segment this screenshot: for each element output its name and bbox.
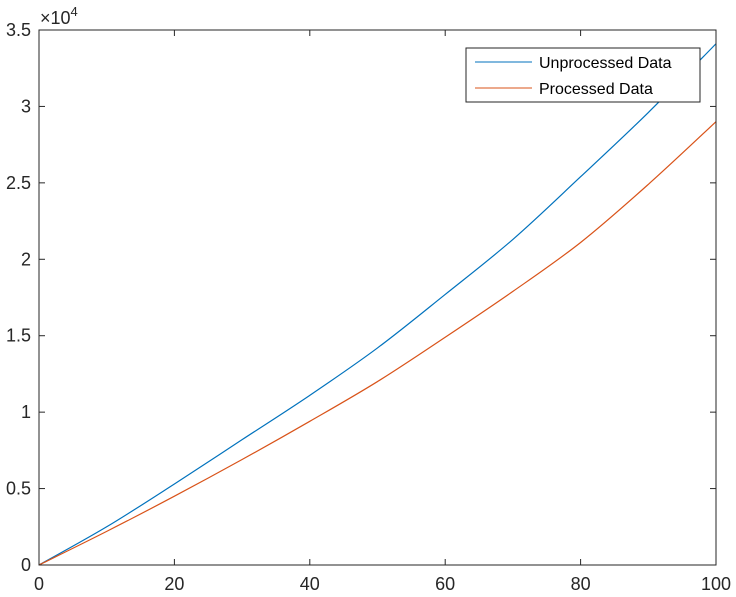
legend: Unprocessed Data Processed Data xyxy=(465,47,701,103)
tick-layer: 0 20 40 60 80 100 0 0.5 1 1.5 2 2.5 3 3.5 xyxy=(6,20,731,594)
x-tick-label: 0 xyxy=(34,574,44,594)
y-tick-label: 1 xyxy=(21,402,31,422)
axes-box xyxy=(38,29,717,566)
y-exponent-power: 4 xyxy=(71,4,78,19)
x-tick-label: 60 xyxy=(435,574,455,594)
y-exponent-base: ×10 xyxy=(40,8,71,28)
x-tick-label: 40 xyxy=(300,574,320,594)
series-line-1 xyxy=(38,121,717,566)
y-tick-label: 0.5 xyxy=(6,479,31,499)
x-tick-label: 80 xyxy=(571,574,591,594)
series-layer xyxy=(38,43,717,566)
y-tick-label: 2 xyxy=(21,249,31,269)
plot-area xyxy=(39,30,716,565)
y-tick-label: 3 xyxy=(21,96,31,116)
legend-label-unprocessed: Unprocessed Data xyxy=(539,55,672,72)
legend-box xyxy=(465,47,701,103)
y-tick-label: 2.5 xyxy=(6,173,31,193)
x-tick-label: 100 xyxy=(701,574,731,594)
series-line-0 xyxy=(38,43,717,566)
y-tick-label: 1.5 xyxy=(6,326,31,346)
y-exponent-label: ×104 xyxy=(40,4,78,28)
y-tick-label: 3.5 xyxy=(6,20,31,40)
y-tick-label: 0 xyxy=(21,555,31,575)
legend-label-processed: Processed Data xyxy=(539,81,653,98)
x-tick-label: 20 xyxy=(164,574,184,594)
